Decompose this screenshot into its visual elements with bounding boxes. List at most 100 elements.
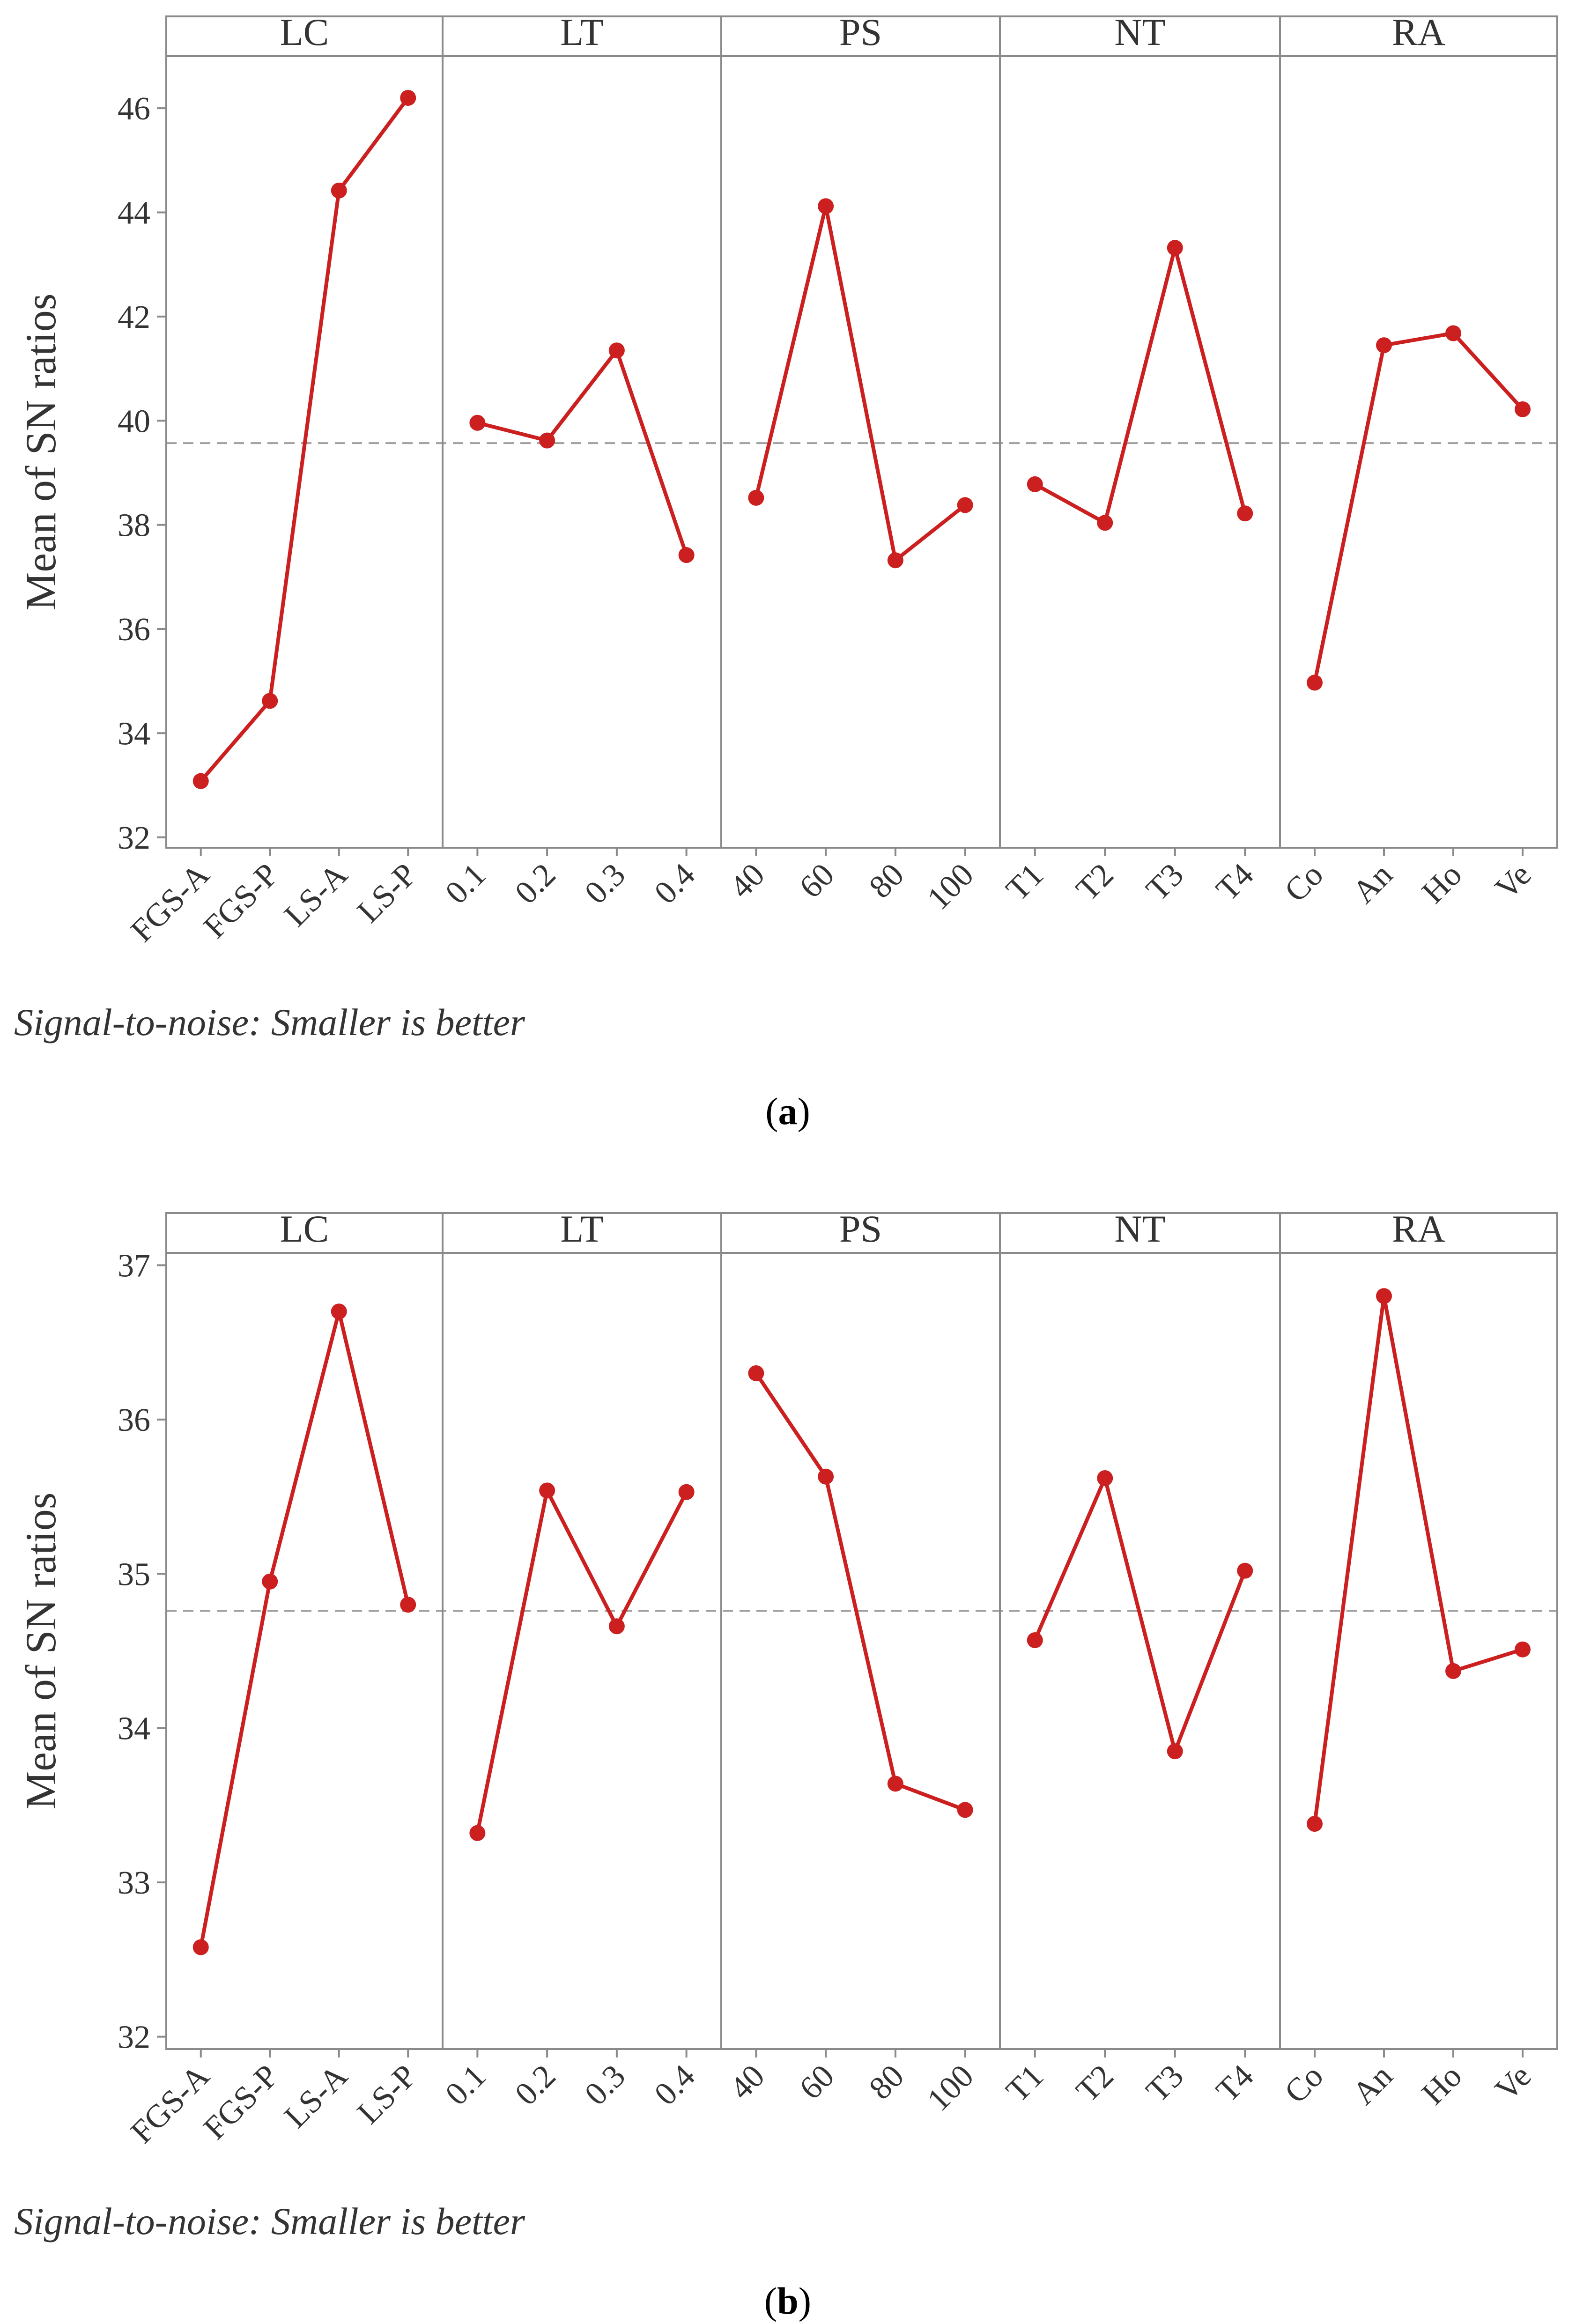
x-tick-label: FGS-P xyxy=(197,2058,285,2146)
facet-frame xyxy=(442,1252,722,2050)
y-tick-label: 34 xyxy=(118,1711,150,1747)
facet-title: RA xyxy=(1392,11,1445,53)
panel-label: (a) xyxy=(765,1090,810,1132)
data-point xyxy=(818,198,834,215)
x-tick-label: 0.3 xyxy=(578,2058,632,2112)
facet-nt: NT T1 T2 T3 T4 xyxy=(999,1207,1281,2109)
x-tick-label: Ve xyxy=(1488,857,1539,907)
facet-title: NT xyxy=(1114,11,1165,53)
x-tick-label: 0.4 xyxy=(648,2058,702,2112)
data-point xyxy=(1167,1743,1183,1760)
facet-title: PS xyxy=(839,11,882,53)
y-tick-label: 32 xyxy=(118,2020,150,2056)
series-line xyxy=(1313,1294,1524,1824)
x-tick-label: An xyxy=(1346,2058,1399,2112)
x-tick-label: 100 xyxy=(920,857,981,917)
data-point xyxy=(1376,1288,1392,1304)
facet-frame xyxy=(1279,1252,1558,2050)
x-tick-label: 0.1 xyxy=(438,857,493,911)
x-tick-label: Ve xyxy=(1488,2058,1539,2108)
series-line xyxy=(199,96,410,783)
y-axis-title: Mean of SN ratios xyxy=(17,293,65,610)
footnote: Signal-to-noise: Smaller is better xyxy=(14,2200,525,2243)
data-point xyxy=(1027,476,1043,492)
x-tick-label: An xyxy=(1346,857,1399,910)
facet-frame xyxy=(442,55,722,849)
x-tick-label: Co xyxy=(1278,2058,1330,2110)
data-point xyxy=(887,552,903,569)
y-tick-label: 44 xyxy=(118,195,150,231)
data-point xyxy=(1097,515,1113,531)
facet-title: RA xyxy=(1392,1207,1445,1250)
facet-title: LC xyxy=(280,11,329,53)
panel-label-close: ) xyxy=(798,1090,810,1132)
data-point xyxy=(748,1365,764,1381)
data-point xyxy=(957,1802,973,1818)
data-point xyxy=(192,773,209,789)
series-line xyxy=(754,204,967,562)
facet-title: LC xyxy=(280,1207,329,1250)
series-line xyxy=(199,1310,410,1948)
series-line xyxy=(477,348,688,556)
data-point xyxy=(1237,505,1253,522)
x-tick-label: LS-A xyxy=(278,857,355,934)
x-tick-label: 0.3 xyxy=(578,857,632,911)
data-point xyxy=(1027,1632,1043,1648)
data-point xyxy=(1097,1470,1113,1487)
x-tick-label: T3 xyxy=(1139,857,1191,908)
facet-header xyxy=(1279,15,1558,57)
data-point xyxy=(1237,1562,1253,1579)
panel-label-letter: a xyxy=(778,1090,798,1132)
series-line xyxy=(1313,331,1524,683)
y-tick-label: 36 xyxy=(118,612,150,648)
data-point xyxy=(608,1618,625,1635)
x-tick-label: 0.2 xyxy=(508,2058,562,2112)
panel-label: (b) xyxy=(764,2280,811,2322)
x-tick-label: FGS-P xyxy=(197,857,285,945)
x-tick-label: 100 xyxy=(920,2058,981,2118)
x-tick-label: Ho xyxy=(1415,857,1469,910)
facet-lt: LT 0.1 0.2 0.3 0.4 xyxy=(438,1207,722,2112)
x-tick-label: LS-P xyxy=(350,857,423,930)
x-tick-label: LS-P xyxy=(350,2058,423,2131)
data-point xyxy=(1167,240,1183,256)
data-point xyxy=(1307,674,1323,691)
facet-header xyxy=(165,1212,444,1254)
x-tick-label: T4 xyxy=(1209,857,1260,908)
data-point xyxy=(818,1468,834,1485)
series-line xyxy=(755,1372,966,1812)
x-tick-label: 60 xyxy=(792,857,841,905)
data-point xyxy=(678,1484,695,1500)
data-point xyxy=(748,489,764,506)
y-tick-label: 40 xyxy=(118,403,150,439)
data-point xyxy=(331,1303,347,1320)
facet-title: PS xyxy=(839,1207,882,1250)
facet-frame xyxy=(720,55,1001,849)
facet-ps: PS 40 60 80 100 xyxy=(720,11,1001,917)
data-point xyxy=(887,1776,903,1792)
x-tick-label: Ho xyxy=(1415,2058,1469,2112)
data-point xyxy=(192,1939,209,1955)
data-point xyxy=(469,414,486,431)
data-point xyxy=(262,693,278,709)
facet-ps: PS 40 60 80 100 xyxy=(720,1207,1001,2118)
y-tick-label: 42 xyxy=(118,299,150,335)
data-point xyxy=(400,1597,416,1613)
x-tick-label: T1 xyxy=(999,857,1051,908)
data-point xyxy=(957,497,973,513)
data-point xyxy=(678,547,695,563)
facet-title: NT xyxy=(1114,1207,1165,1250)
data-point xyxy=(608,342,625,359)
x-tick-label: LS-A xyxy=(278,2058,355,2135)
data-point xyxy=(400,89,416,106)
x-tick-label: 60 xyxy=(792,2058,841,2107)
y-axis: 32 33 34 35 36 37 xyxy=(118,1248,166,2056)
facet-lt: LT 0.1 0.2 0.3 0.4 xyxy=(438,11,722,911)
facet-frame xyxy=(165,1252,444,2050)
y-tick-label: 33 xyxy=(118,1865,150,1901)
data-point xyxy=(539,432,555,449)
panel-label-open: ( xyxy=(765,1090,778,1132)
